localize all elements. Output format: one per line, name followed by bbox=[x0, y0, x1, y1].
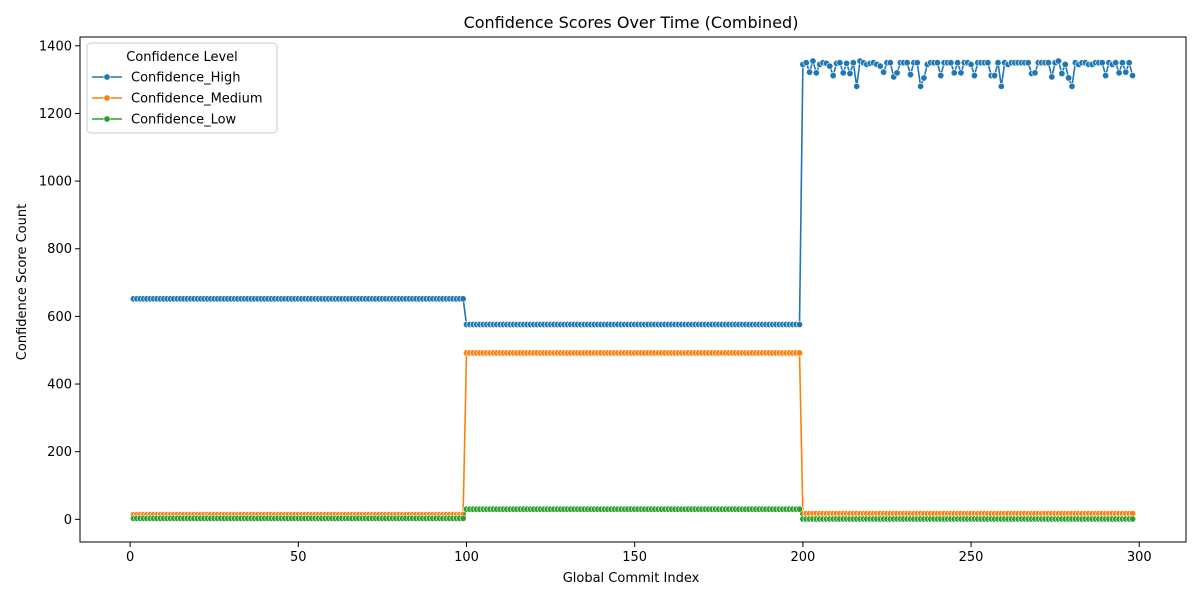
data-point bbox=[1065, 74, 1073, 82]
data-point bbox=[796, 321, 804, 329]
y-tick-label: 1400 bbox=[39, 39, 72, 54]
data-point bbox=[997, 82, 1005, 90]
data-point bbox=[1125, 59, 1133, 67]
data-point bbox=[839, 69, 847, 77]
y-tick-label: 0 bbox=[64, 513, 72, 528]
series-Confidence_Low bbox=[129, 505, 1137, 523]
data-point bbox=[1044, 59, 1052, 67]
series-Confidence_Medium bbox=[129, 349, 1137, 519]
data-point bbox=[933, 59, 941, 67]
data-point bbox=[903, 59, 911, 67]
data-point bbox=[1068, 82, 1076, 90]
data-point bbox=[1122, 68, 1130, 76]
data-point bbox=[957, 69, 965, 77]
data-point bbox=[1098, 59, 1106, 67]
data-point bbox=[796, 505, 804, 513]
data-point bbox=[1129, 515, 1137, 523]
x-tick-label: 300 bbox=[1127, 550, 1152, 565]
series-line bbox=[133, 58, 1134, 326]
data-point bbox=[843, 59, 851, 67]
chart-title: Confidence Scores Over Time (Combined) bbox=[464, 13, 799, 32]
data-point bbox=[1115, 69, 1123, 77]
data-point bbox=[836, 59, 844, 67]
plot-marks bbox=[129, 57, 1137, 523]
data-point bbox=[1061, 60, 1069, 68]
legend-swatch-marker bbox=[103, 115, 111, 123]
data-point bbox=[907, 71, 915, 79]
data-point bbox=[459, 514, 467, 522]
data-point bbox=[806, 68, 814, 76]
data-point bbox=[970, 72, 978, 80]
data-point bbox=[1058, 70, 1066, 78]
data-point bbox=[913, 59, 921, 67]
axes: 0 50 100 150 200 250 300 0 200 400 600 800 1000 1200 1… bbox=[39, 36, 1187, 565]
x-tick-label: 100 bbox=[454, 550, 479, 565]
y-axis-label: Confidence Score Count bbox=[15, 204, 30, 360]
data-point bbox=[984, 59, 992, 67]
y-tick-label: 800 bbox=[47, 242, 72, 257]
data-point bbox=[459, 295, 467, 303]
data-point bbox=[880, 68, 888, 76]
y-tick-label: 200 bbox=[47, 445, 72, 460]
legend: Confidence Level Confidence_High Confidenc… bbox=[86, 42, 278, 134]
y-tick-label: 1200 bbox=[39, 107, 72, 122]
legend-entry-label: Confidence_Low bbox=[131, 113, 237, 128]
data-point bbox=[1024, 59, 1032, 67]
data-point bbox=[796, 349, 804, 357]
data-point bbox=[1112, 59, 1120, 67]
y-tick-label: 600 bbox=[47, 310, 72, 325]
x-tick-label: 0 bbox=[126, 550, 134, 565]
data-point bbox=[991, 72, 999, 80]
data-point bbox=[829, 72, 837, 80]
x-tick-label: 250 bbox=[959, 550, 984, 565]
data-point bbox=[937, 72, 945, 80]
plot-frame bbox=[79, 36, 1187, 543]
data-point bbox=[1118, 59, 1126, 67]
y-tick-label: 1000 bbox=[39, 175, 72, 190]
data-point bbox=[802, 59, 810, 67]
data-point bbox=[954, 59, 962, 67]
legend-title: Confidence Level bbox=[126, 50, 238, 65]
data-point bbox=[849, 59, 857, 67]
data-point bbox=[1102, 72, 1110, 80]
legend-entry-label: Confidence_Medium bbox=[131, 92, 263, 107]
data-point bbox=[876, 62, 884, 70]
legend-entry-label: Confidence_High bbox=[131, 71, 240, 86]
y-tick-label: 400 bbox=[47, 378, 72, 393]
legend-swatch-marker bbox=[103, 73, 111, 81]
legend-box bbox=[86, 42, 278, 134]
x-tick-label: 150 bbox=[622, 550, 647, 565]
data-point bbox=[809, 57, 817, 65]
data-point bbox=[994, 59, 1002, 67]
data-point bbox=[893, 69, 901, 77]
data-point bbox=[1129, 72, 1137, 80]
data-point bbox=[950, 69, 958, 77]
x-tick-label: 50 bbox=[290, 550, 307, 565]
data-point bbox=[853, 82, 861, 90]
data-point bbox=[920, 74, 928, 82]
data-point bbox=[1055, 57, 1063, 65]
data-point bbox=[917, 82, 925, 90]
data-point bbox=[846, 70, 854, 78]
data-point bbox=[886, 59, 894, 67]
data-point bbox=[947, 59, 955, 67]
series-Confidence_High bbox=[129, 57, 1137, 329]
data-point bbox=[826, 62, 834, 70]
series-line bbox=[133, 352, 1133, 516]
x-axis-label: Global Commit Index bbox=[563, 571, 700, 586]
data-point bbox=[1031, 69, 1039, 77]
data-point bbox=[967, 60, 975, 68]
x-tick-label: 200 bbox=[790, 550, 815, 565]
legend-swatch-marker bbox=[103, 94, 111, 102]
data-point bbox=[812, 69, 820, 77]
data-point bbox=[1048, 73, 1056, 81]
